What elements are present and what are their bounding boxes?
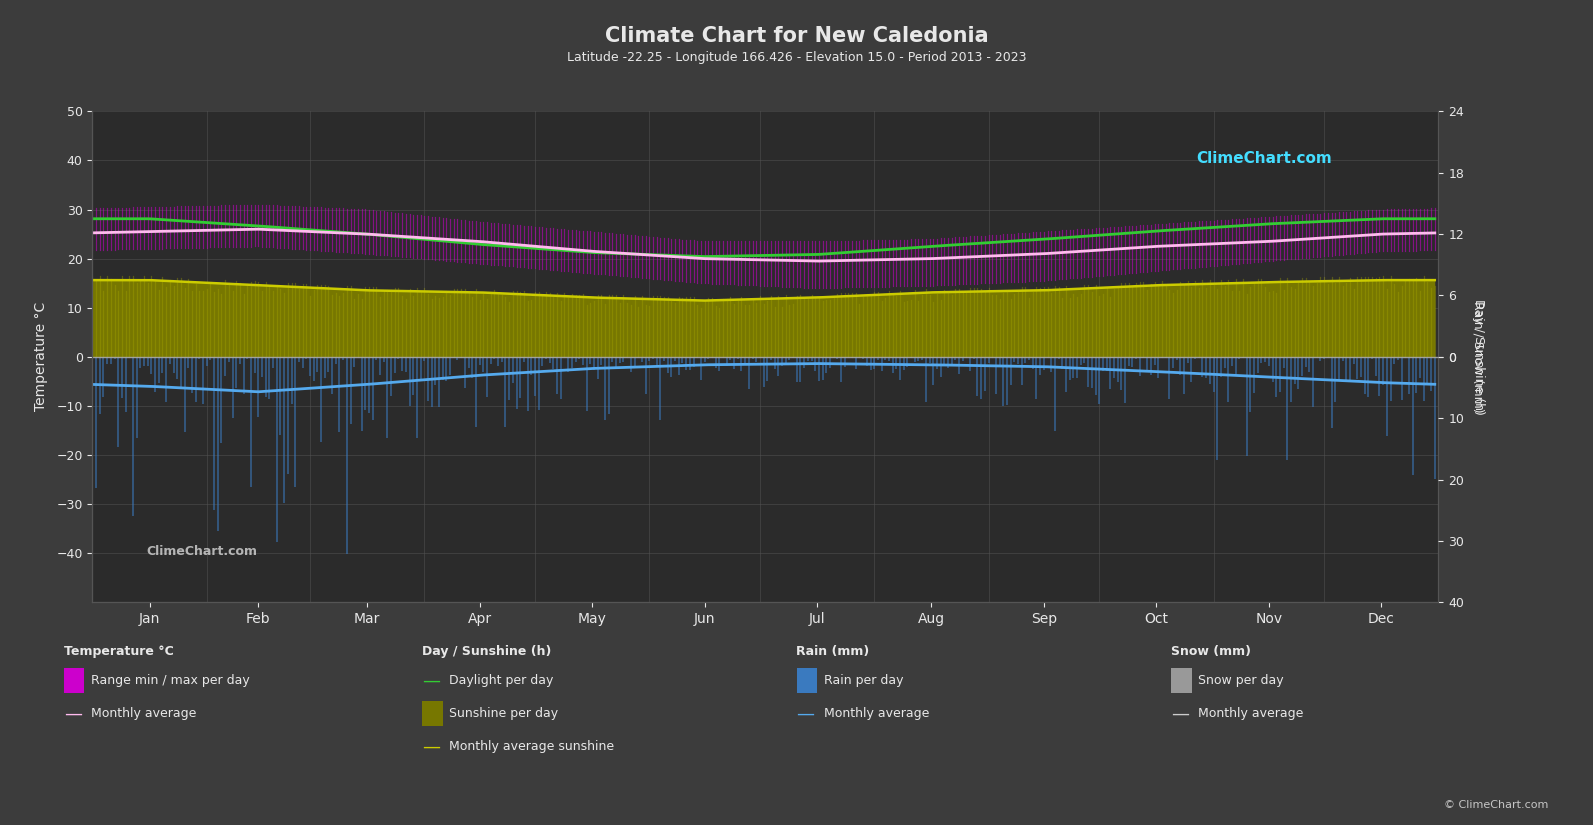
Text: Snow (mm): Snow (mm) (1171, 645, 1251, 658)
Text: Snow per day: Snow per day (1198, 674, 1284, 687)
Text: Day / Sunshine (h): Day / Sunshine (h) (422, 645, 551, 658)
Y-axis label: Rain / Snow (mm): Rain / Snow (mm) (1472, 301, 1485, 412)
Text: Sunshine per day: Sunshine per day (449, 707, 559, 720)
Text: Temperature °C: Temperature °C (64, 645, 174, 658)
Text: —: — (1171, 705, 1188, 723)
Text: Latitude -22.25 - Longitude 166.426 - Elevation 15.0 - Period 2013 - 2023: Latitude -22.25 - Longitude 166.426 - El… (567, 51, 1026, 64)
Text: Monthly average: Monthly average (824, 707, 929, 720)
Text: ClimeChart.com: ClimeChart.com (1196, 151, 1332, 166)
Text: Monthly average sunshine: Monthly average sunshine (449, 740, 615, 753)
Text: —: — (422, 738, 440, 756)
Text: —: — (796, 705, 814, 723)
Text: Monthly average: Monthly average (91, 707, 196, 720)
Y-axis label: Day / Sunshine (h): Day / Sunshine (h) (1472, 299, 1485, 415)
Text: Rain per day: Rain per day (824, 674, 903, 687)
Text: Climate Chart for New Caledonia: Climate Chart for New Caledonia (605, 26, 988, 46)
Y-axis label: Temperature °C: Temperature °C (33, 302, 48, 412)
Text: —: — (64, 705, 81, 723)
Text: Monthly average: Monthly average (1198, 707, 1303, 720)
Text: —: — (422, 672, 440, 690)
Text: © ClimeChart.com: © ClimeChart.com (1443, 800, 1548, 810)
Text: Daylight per day: Daylight per day (449, 674, 554, 687)
Text: ClimeChart.com: ClimeChart.com (147, 545, 256, 558)
Text: Range min / max per day: Range min / max per day (91, 674, 250, 687)
Text: Rain (mm): Rain (mm) (796, 645, 870, 658)
